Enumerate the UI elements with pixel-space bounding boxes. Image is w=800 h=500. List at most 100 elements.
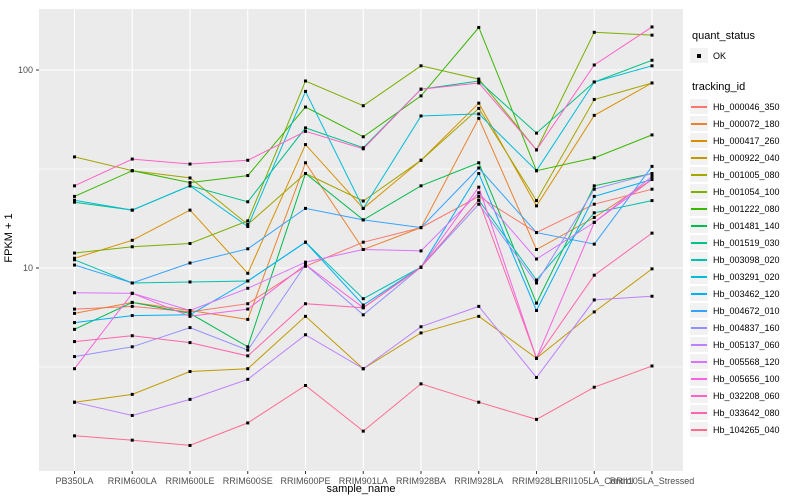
legend-item-Hb_001054_100: Hb_001054_100 — [690, 184, 798, 199]
data-point — [188, 370, 192, 374]
data-point — [188, 176, 192, 180]
legend-item-label: Hb_004837_160 — [713, 322, 780, 333]
legend-item-Hb_001519_030: Hb_001519_030 — [690, 235, 798, 250]
y-tick-label: 100 — [18, 65, 33, 75]
series-line-icon — [691, 139, 707, 142]
x-tick-label: RRII105LA_Stressed — [610, 476, 695, 486]
data-point — [304, 126, 307, 130]
legend-item-label: Hb_003098_020 — [713, 254, 780, 265]
data-point — [477, 191, 481, 195]
series-line-icon — [691, 224, 707, 227]
legend-item-Hb_032208_060: Hb_032208_060 — [690, 388, 798, 403]
data-point — [477, 314, 481, 318]
data-point — [361, 297, 365, 301]
legend-key-swatch — [690, 354, 708, 369]
legend-item-Hb_001005_080: Hb_001005_080 — [690, 167, 798, 182]
data-point — [535, 199, 538, 203]
legend-title-tracking-id: tracking_id — [692, 81, 746, 93]
legend-key-swatch — [690, 303, 708, 318]
data-point — [361, 429, 365, 433]
legend-key-swatch — [690, 167, 708, 182]
data-point — [246, 345, 250, 349]
data-point — [73, 198, 76, 202]
data-point — [477, 198, 481, 202]
data-point — [650, 33, 654, 37]
legend-key-swatch — [690, 235, 708, 250]
legend-item-Hb_005656_100: Hb_005656_100 — [690, 371, 798, 386]
data-point — [592, 220, 596, 224]
series-line-icon — [691, 394, 707, 397]
data-point — [535, 248, 538, 252]
data-point — [246, 247, 250, 251]
data-point — [535, 301, 538, 305]
data-point — [304, 240, 307, 244]
data-point — [477, 304, 481, 308]
data-point — [246, 225, 250, 229]
data-point — [130, 345, 134, 349]
data-point — [304, 105, 307, 109]
data-point — [73, 155, 76, 159]
legend-item-label: Hb_000046_350 — [713, 101, 780, 112]
legend-key-swatch — [690, 99, 708, 114]
data-point — [650, 81, 654, 85]
legend-item-label: Hb_033642_080 — [713, 407, 780, 418]
data-point — [304, 314, 307, 318]
legend-item-label: Hb_004672_010 — [713, 305, 780, 316]
legend-key-swatch — [690, 184, 708, 199]
data-point — [477, 101, 481, 105]
data-point — [361, 135, 365, 139]
legend-key-swatch — [690, 133, 708, 148]
legend-item-Hb_005137_060: Hb_005137_060 — [690, 337, 798, 352]
series-line-icon — [691, 411, 707, 414]
data-point — [73, 256, 76, 260]
data-point — [304, 264, 307, 268]
data-point — [188, 162, 192, 166]
x-tick-label: RRIM928LA — [454, 476, 503, 486]
data-point — [130, 281, 134, 285]
data-point — [477, 202, 481, 206]
series-line-icon — [691, 428, 707, 431]
legend-item-Hb_004672_010: Hb_004672_010 — [690, 303, 798, 318]
legend-key-swatch — [690, 371, 708, 386]
legend-item-label: Hb_000417_260 — [713, 135, 780, 146]
data-point — [419, 331, 423, 335]
data-point — [73, 311, 76, 315]
legend-item-Hb_005568_120: Hb_005568_120 — [690, 354, 798, 369]
data-point — [246, 421, 250, 425]
data-point — [304, 263, 307, 267]
data-point — [477, 112, 481, 116]
x-tick-label: RRIM600LA — [108, 476, 157, 486]
data-point — [535, 257, 538, 261]
data-point — [304, 89, 307, 93]
legend-item-label: Hb_000072_180 — [713, 118, 780, 129]
data-point — [246, 377, 250, 381]
data-point — [73, 367, 76, 371]
legend-item-label: Hb_032208_060 — [713, 390, 780, 401]
data-point — [130, 334, 134, 338]
data-point — [130, 314, 134, 318]
series-line-icon — [691, 343, 707, 346]
data-point — [361, 240, 365, 244]
data-point — [130, 300, 134, 304]
data-point — [535, 417, 538, 421]
legend-item-label: Hb_003291_020 — [713, 271, 780, 282]
legend-key-swatch — [690, 337, 708, 352]
data-point — [188, 184, 192, 188]
data-point — [246, 158, 250, 162]
data-point — [419, 249, 423, 253]
x-tick-label: RRIM901LA — [339, 476, 388, 486]
data-point — [650, 187, 654, 191]
legend-item-label: Hb_003462_120 — [713, 288, 780, 299]
data-point — [73, 307, 76, 311]
data-point — [188, 326, 192, 330]
series-line-icon — [691, 173, 707, 176]
legend-item-Hb_004837_160: Hb_004837_160 — [690, 320, 798, 335]
legend: quant_status OK tracking_id Hb_000046_35… — [690, 26, 798, 439]
series-line-icon — [691, 207, 707, 210]
legend-item-Hb_003098_020: Hb_003098_020 — [690, 252, 798, 267]
data-point — [477, 77, 481, 81]
legend-item-Hb_001481_140: Hb_001481_140 — [690, 218, 798, 233]
data-point — [592, 156, 596, 160]
legend-item-label: Hb_104265_040 — [713, 424, 780, 435]
